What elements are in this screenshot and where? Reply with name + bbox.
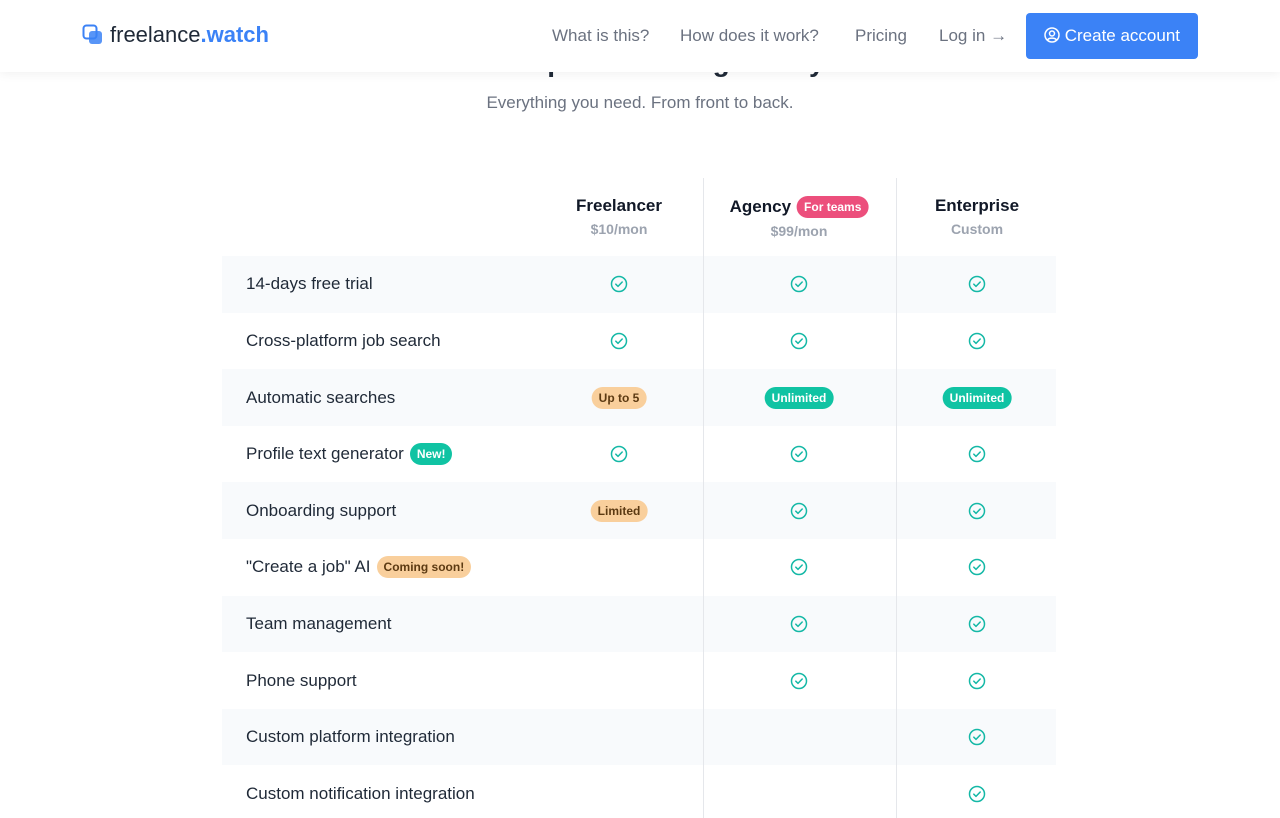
plan-header: Agency For teams $99/mon [730,196,869,239]
cell-badge: Up to 5 [591,386,647,409]
check-icon [790,559,808,576]
check-icon [610,276,628,293]
nav-link[interactable]: What is this? [552,26,650,45]
check-icon [790,672,808,689]
feature-label: Cross-platform job search [246,331,441,351]
check-icon [790,445,808,463]
logo-accent: .watch [200,22,269,47]
create-account-button[interactable]: Create account [1026,13,1198,59]
hero-subtitle: Everything you need. From front to back. [486,93,794,112]
column-divider [703,178,704,818]
row-background [222,708,1056,766]
plan-header: Enterprise Custom [935,196,1019,237]
feature-label: "Create a job" AI Coming soon! [246,556,472,579]
check-icon [968,615,986,633]
feature-label: Phone support [246,671,357,691]
check-icon [968,332,986,350]
feature-text: Custom platform integration [246,727,455,747]
plan-name: Enterprise [935,196,1019,216]
plan-name: Agency For teams [730,196,869,218]
check-icon [610,332,628,350]
plan-badge: For teams [797,196,869,218]
logo-icon [82,24,102,44]
plan-name-text: Enterprise [934,196,1020,215]
feature-badge: Coming soon! [376,556,472,579]
feature-text: Custom notification integration [246,783,475,803]
check-icon [968,728,986,746]
cell-badge: Unlimited [942,386,1012,409]
feature-text: Automatic searches [246,387,396,407]
check-icon [790,276,808,293]
feature-label: Onboarding support [246,501,396,521]
nav-link[interactable]: Log in → [939,26,1007,46]
feature-label: Automatic searches [246,388,395,408]
check-icon [968,559,986,576]
check-icon [968,276,986,293]
arrow-icon: → [990,26,1008,45]
feature-text: "Create a job" AI [246,557,371,577]
feature-label: 14-days free trial [246,274,373,294]
row-background [222,256,1056,313]
feature-badge: New! [409,443,453,466]
login-text: Log in [939,26,986,45]
column-divider [896,178,897,818]
feature-text: Team management [246,613,392,633]
feature-text: Phone support [246,670,357,690]
cta-text: Create account [1064,26,1181,45]
check-icon [790,502,808,519]
nav-link[interactable]: Pricing [855,26,907,45]
check-icon [610,445,628,463]
row-background [222,595,1056,653]
check-icon [968,445,986,463]
feature-text: Onboarding support [246,500,397,520]
check-icon [968,502,986,519]
feature-text: Cross-platform job search [246,330,441,350]
feature-label: Team management [246,614,392,634]
feature-label: Custom platform integration [246,727,455,747]
logo[interactable]: freelance.watch [110,22,269,48]
check-icon [790,615,808,633]
plan-name-text: Agency [729,197,792,216]
feature-label: Profile text generator New! [246,443,453,466]
cell-badge: Limited [590,499,648,522]
pricing-table: Freelancer $10/mon Agency For teams $99/mon E… [222,178,1056,818]
plan-header: Freelancer $10/mon [576,196,662,237]
nav-link[interactable]: How does it work? [680,26,819,45]
plan-name: Freelancer [576,196,662,216]
plan-price: $10/mon [590,221,648,237]
plan-price: $99/mon [770,223,828,239]
cell-badge: Unlimited [764,386,834,409]
feature-text: 14-days free trial [246,274,373,294]
user-icon [1044,27,1060,43]
logo-main: freelance [110,22,201,47]
check-icon [790,332,808,350]
header: freelance.watch What is this? How does i… [0,0,1280,72]
plan-name-text: Freelancer [576,196,662,215]
feature-label: Custom notification integration [246,784,475,804]
plan-price: Custom [950,221,1004,237]
check-icon [968,672,986,689]
feature-text: Profile text generator [246,444,404,464]
